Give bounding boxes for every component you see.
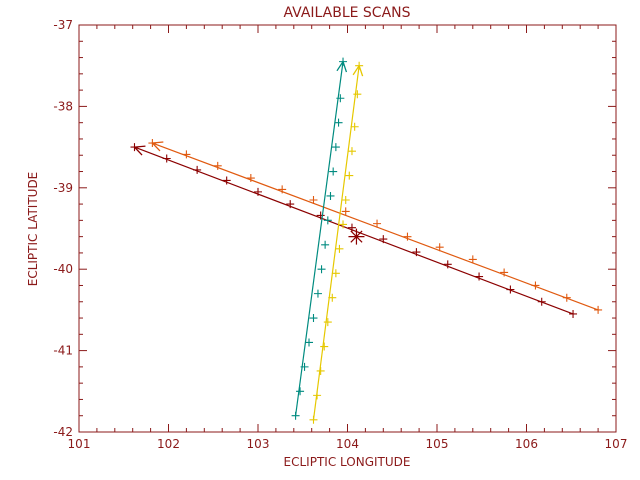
scan-point [334, 118, 343, 127]
scan-point [313, 289, 322, 298]
x-tick-label-1: 102 [157, 437, 180, 451]
scan-point [347, 223, 356, 232]
scan-series [130, 57, 603, 424]
y-tick-label-3: -39 [53, 181, 73, 195]
scan-point [475, 272, 484, 281]
scan-point [291, 411, 300, 420]
scan-point [286, 200, 295, 209]
scan-point [531, 281, 540, 290]
scan-point [468, 255, 477, 264]
scan-point [313, 391, 322, 400]
scan-point [353, 90, 362, 99]
scan-point [336, 94, 345, 103]
scan-point [339, 220, 348, 229]
scan-point [339, 57, 348, 66]
scan-point [305, 338, 314, 347]
scan-series-3 [309, 61, 364, 424]
scan-point [569, 309, 578, 318]
scan-point [500, 268, 509, 277]
scan-point [326, 191, 335, 200]
scan-point [435, 243, 444, 252]
y-tick-label-5: -37 [53, 18, 73, 32]
y-tick-label-1: -41 [53, 344, 73, 358]
y-tick-label-4: -38 [53, 99, 73, 113]
scan-point [506, 285, 515, 294]
scan-point [347, 147, 356, 156]
scan-point [379, 235, 388, 244]
scan-point [246, 174, 255, 183]
scan-point [331, 269, 340, 278]
scan-point [309, 415, 318, 424]
x-axis-label: ECLIPTIC LONGITUDE [284, 455, 411, 469]
x-tick-label-5: 106 [515, 437, 538, 451]
chart-title: AVAILABLE SCANS [283, 5, 410, 21]
scan-point [316, 211, 325, 220]
scan-point [278, 185, 287, 194]
scan-point [320, 342, 329, 351]
x-tick-label-0: 101 [68, 437, 91, 451]
scan-point [148, 139, 157, 148]
scan-line-0 [134, 146, 574, 315]
scan-line-2 [294, 61, 344, 416]
scan-series-1 [148, 139, 603, 314]
scan-point [296, 387, 305, 396]
scan-point [403, 232, 412, 241]
scan-point [329, 167, 338, 176]
scan-point [443, 260, 452, 269]
scan-point [412, 248, 421, 257]
x-tick-label-6: 107 [605, 437, 628, 451]
y-tick-label-0: -42 [53, 425, 73, 439]
scan-point [341, 207, 350, 216]
scan-point [345, 171, 354, 180]
scan-point [335, 244, 344, 253]
scan-series-0 [130, 143, 578, 318]
scan-point [317, 265, 326, 274]
axis-ticks: 101 102 103 104 105 106 107 -42 -41 -40 -39 -38 -37 [53, 18, 627, 451]
scan-point [213, 161, 222, 170]
asterisk-marker [348, 228, 365, 245]
x-tick-label-2: 103 [247, 437, 270, 451]
x-tick-label-4: 105 [426, 437, 449, 451]
scan-point [373, 219, 382, 228]
scan-point [594, 305, 603, 314]
scan-point [323, 318, 332, 327]
scan-point [321, 240, 330, 249]
scan-point [300, 362, 309, 371]
scan-point [162, 154, 171, 163]
scan-point [355, 61, 364, 70]
scan-point [309, 314, 318, 323]
scan-point [537, 297, 546, 306]
scan-point [350, 122, 359, 131]
scan-point [341, 196, 350, 205]
target-marker [348, 228, 365, 245]
scan-point [309, 196, 318, 205]
scan-point [182, 150, 191, 159]
scan-point [254, 187, 262, 196]
scan-point [222, 176, 231, 185]
scan-line-1 [152, 142, 599, 311]
x-tick-label-3: 104 [336, 437, 359, 451]
y-axis-label: ECLIPTIC LATITUDE [26, 172, 40, 287]
y-tick-label-2: -40 [53, 262, 73, 276]
scan-series-2 [291, 57, 348, 420]
scan-point [130, 143, 139, 152]
scan-point [193, 165, 202, 174]
scan-point [316, 366, 325, 375]
scan-point [328, 293, 337, 302]
scan-line-3 [312, 65, 360, 420]
scan-point [323, 216, 332, 225]
scan-point [562, 293, 571, 302]
scan-point [331, 143, 340, 152]
